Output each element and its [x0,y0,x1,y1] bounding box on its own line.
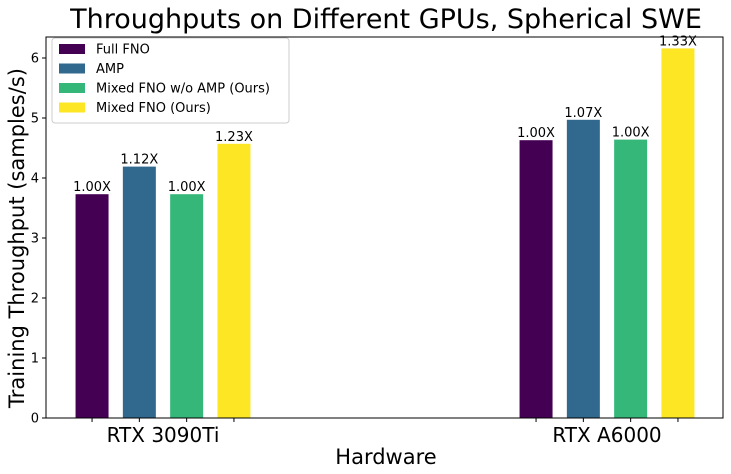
legend-label: AMP [96,62,124,77]
bar-data-label: 1.33X [659,34,697,49]
y-tick-label: 0 [31,412,39,427]
y-tick-label: 2 [31,292,39,307]
legend-swatch [59,83,85,93]
bar-data-label: 1.12X [120,153,158,168]
legend-box [51,37,290,124]
bar-data-label: 1.00X [73,180,111,195]
bar [661,48,695,419]
legend-label: Mixed FNO (Ours) [96,101,211,116]
y-tick-label: 4 [31,172,39,187]
x-category-label: RTX A6000 [552,423,661,447]
bar-data-label: 1.00X [168,180,206,195]
bar-data-label: 1.00X [517,126,555,141]
y-tick-label: 6 [31,52,39,67]
category-labels: RTX 3090Ti RTX A6000 [107,423,662,447]
legend: Full FNO AMP Mixed FNO w/o AMP (Ours) Mixed… [51,37,290,124]
bar [170,194,204,418]
bar [519,140,553,418]
x-category-label: RTX 3090Ti [107,423,220,447]
bars-group: 1.00X 1.12X 1.00X 1.23X 1.00X 1.07X 1.00X 1.33X [73,34,697,422]
bar-data-label: 1.07X [564,106,602,121]
bar [614,139,648,418]
legend-label: Mixed FNO w/o AMP (Ours) [96,82,270,97]
bar [217,143,251,419]
plot-frame [45,36,724,419]
y-axis-label: Training Throughput (samples/s) [5,68,29,409]
y-tick-label: 3 [31,232,39,247]
y-tick-label: 5 [31,112,39,127]
y-axis-ticks: 0 1 2 3 4 5 6 [31,52,46,427]
bar [75,194,109,418]
bar-data-label: 1.23X [215,130,253,145]
legend-swatch [59,44,85,54]
y-tick-label: 1 [31,352,39,367]
legend-swatch [59,63,85,74]
bar [566,119,600,419]
chart-title: Throughputs on Different GPUs, Spherical… [69,4,702,35]
legend-swatch [59,102,85,113]
bar-data-label: 1.00X [612,126,650,141]
x-axis-label: Hardware [335,445,436,469]
legend-label: Full FNO [96,43,150,58]
bar [122,166,156,418]
